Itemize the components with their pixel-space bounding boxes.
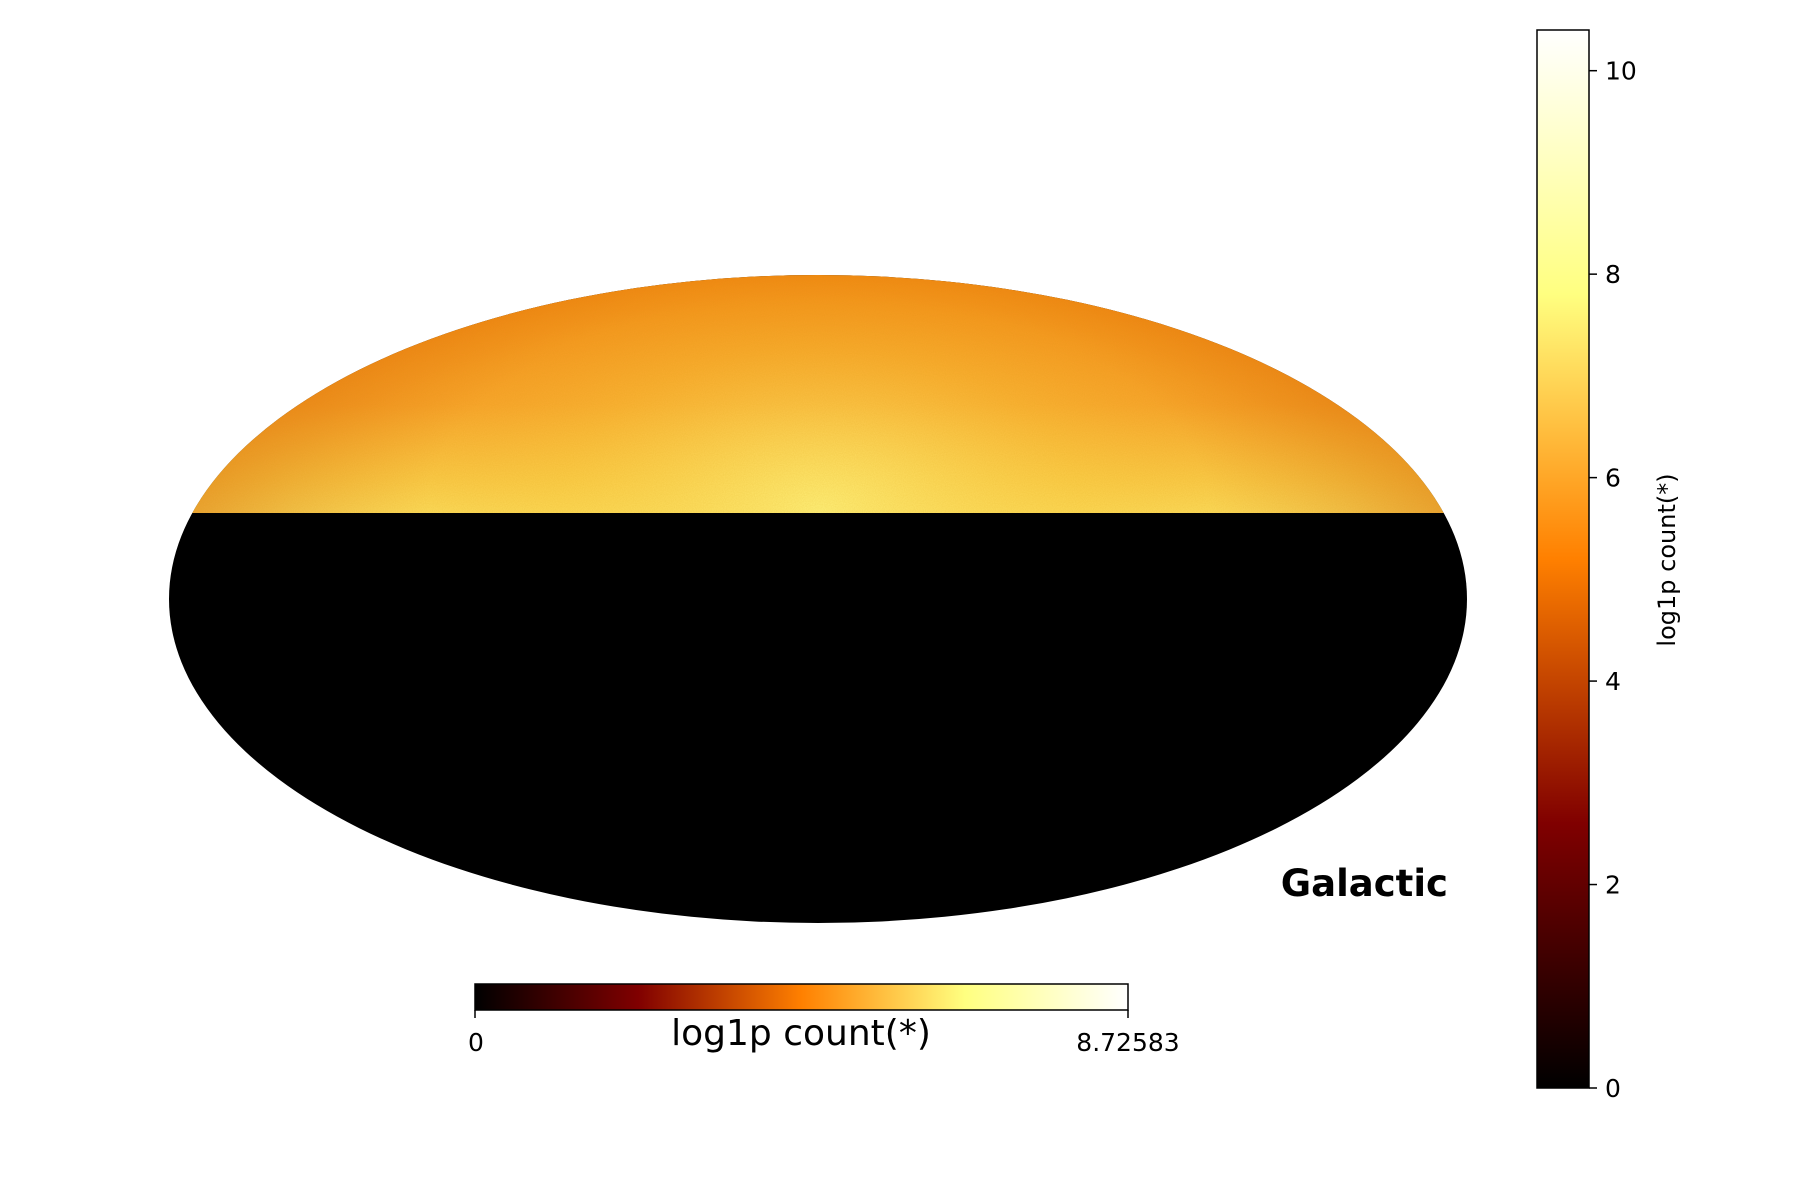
vertical-colorbar-ticks: 0 2 4 6 8 10 — [1589, 57, 1637, 1103]
vertical-colorbar-tick-label: 2 — [1605, 871, 1621, 900]
horizontal-colorbar-min-label: 0 — [468, 1028, 484, 1057]
northern-hemisphere-density — [169, 275, 1467, 513]
horizontal-colorbar-max-label: 8.72583 — [1076, 1028, 1179, 1057]
vertical-colorbar: 0 2 4 6 8 10 log1p count(*) — [1536, 29, 1681, 1103]
vertical-colorbar-tick-label: 6 — [1605, 464, 1621, 493]
coordinate-system-label: Galactic — [1281, 862, 1448, 905]
horizontal-colorbar-title: log1p count(*) — [671, 1013, 931, 1054]
vertical-colorbar-label: log1p count(*) — [1653, 473, 1681, 646]
mollweide-map — [169, 275, 1467, 923]
vertical-colorbar-tick-label: 0 — [1605, 1074, 1621, 1103]
horizontal-colorbar-gradient — [474, 983, 1129, 1011]
vertical-colorbar-tick-label: 4 — [1605, 667, 1621, 696]
horizontal-colorbar: 0 8.72583 log1p count(*) — [468, 983, 1180, 1057]
vertical-colorbar-tick-label: 8 — [1605, 260, 1621, 289]
vertical-colorbar-gradient — [1536, 29, 1590, 1089]
vertical-colorbar-tick-label: 10 — [1605, 57, 1637, 86]
